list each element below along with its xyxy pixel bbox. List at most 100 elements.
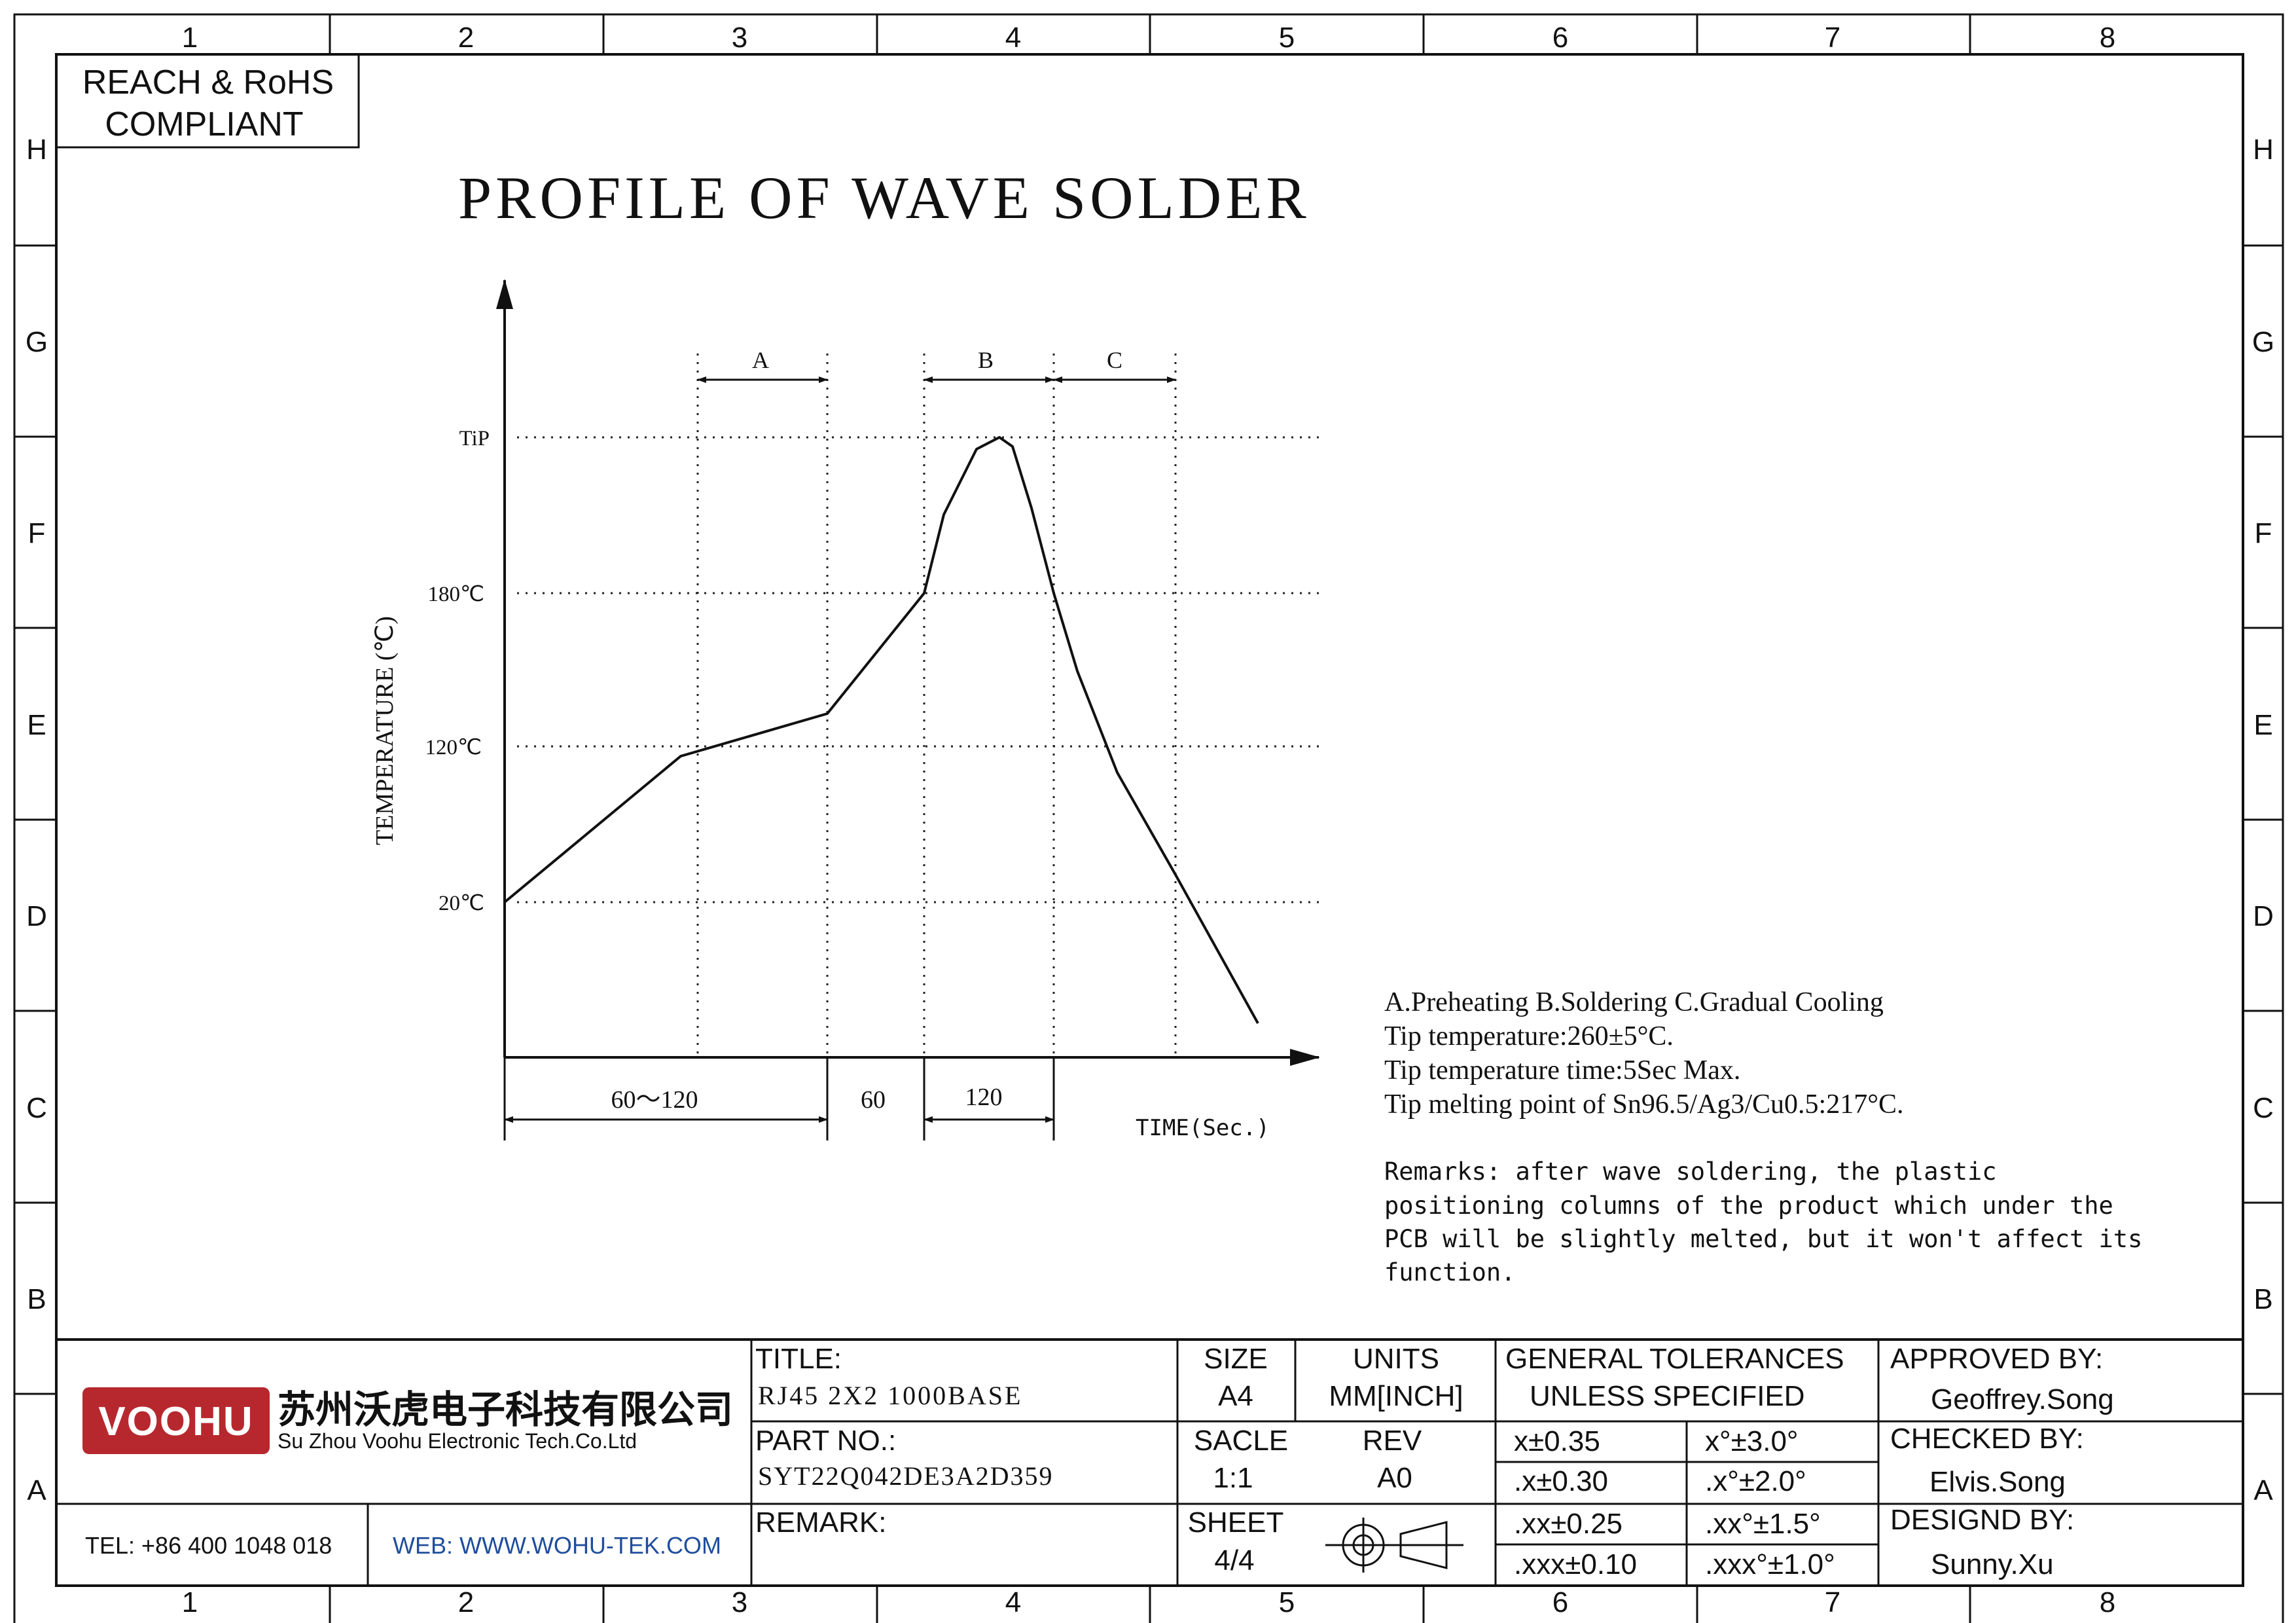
col-label-bottom: 6 (1552, 1586, 1568, 1618)
x-axis-label: TIME(Sec.) (1136, 1115, 1270, 1141)
tolerance-angular: .xxx°±1.0° (1705, 1548, 1835, 1580)
tolerance-angular: .x°±2.0° (1705, 1465, 1806, 1497)
company-name-en: Su Zhou Voohu Electronic Tech.Co.Ltd (278, 1429, 637, 1453)
tolerance-linear: .xx±0.25 (1514, 1508, 1623, 1540)
col-label-bottom: 3 (732, 1586, 747, 1618)
row-label-right: D (2253, 900, 2274, 932)
tel-text: TEL: +86 400 1048 018 (85, 1532, 332, 1559)
remark-line: Remarks: after wave soldering, the plast… (1384, 1158, 1997, 1186)
col-label-top: 1 (182, 22, 198, 54)
company-logo: VOOHU 苏州沃虎电子科技有限公司 Su Zhou Voohu Electro… (82, 1387, 733, 1454)
web-link[interactable]: WEB: WWW.WOHU-TEK.COM (393, 1532, 721, 1559)
row-label-right: E (2253, 709, 2272, 741)
remark-line: positioning columns of the product which… (1384, 1192, 2113, 1220)
row-label-left: H (26, 134, 47, 166)
temp-label-120: 120℃ (425, 736, 482, 759)
column-labels: 1 2 3 4 5 6 7 8 1 2 3 4 5 6 7 8 (182, 22, 2115, 1618)
row-label-left: E (27, 709, 46, 741)
remark-label: REMARK: (755, 1506, 886, 1539)
row-label-left: F (28, 517, 46, 549)
units-value: MM[INCH] (1329, 1380, 1463, 1412)
diagram-title: PROFILE OF WAVE SOLDER (458, 164, 1310, 231)
y-axis-label: TEMPERATURE (℃) (371, 616, 399, 845)
sheet-value: 4/4 (1214, 1544, 1254, 1577)
approved-label: APPROVED BY: (1890, 1343, 2103, 1375)
time-dimensions (503, 1057, 1055, 1140)
row-label-right: C (2253, 1092, 2274, 1124)
rev-label: REV (1363, 1425, 1422, 1457)
col-label-top: 5 (1279, 22, 1295, 54)
row-labels: H G F E D C B A H G F E D C B A (26, 134, 2274, 1506)
row-label-right: G (2252, 326, 2274, 358)
zone-a-label: A (752, 347, 769, 373)
checked-name: Elvis.Song (1929, 1466, 2066, 1498)
row-label-right: B (2253, 1283, 2272, 1315)
note-line: Tip temperature time:5Sec Max. (1384, 1055, 1740, 1085)
tolerance-angular: x°±3.0° (1705, 1425, 1799, 1457)
time-label-ramp: 60 (861, 1086, 886, 1114)
remark-line: function. (1384, 1258, 1515, 1286)
title-label: TITLE: (755, 1343, 842, 1375)
logo-text: VOOHU (98, 1399, 253, 1444)
time-label-preheat: 60～120 (611, 1086, 698, 1114)
row-dividers (14, 244, 2283, 1395)
tolerance-linear: .xxx±0.10 (1514, 1548, 1637, 1580)
border-frame (13, 13, 2284, 1623)
row-label-left: D (26, 900, 47, 932)
reference-grid (517, 354, 1319, 1057)
tolerance-title-2: UNLESS SPECIFIED (1530, 1380, 1805, 1412)
compliance-box: REACH & RoHS COMPLIANT (56, 54, 360, 149)
col-label-top: 7 (1825, 22, 1840, 54)
col-label-bottom: 7 (1825, 1586, 1840, 1618)
col-label-bottom: 4 (1005, 1586, 1021, 1618)
axes (496, 279, 1320, 1066)
col-label-top: 6 (1552, 22, 1568, 54)
logo-badge (82, 1387, 270, 1454)
col-label-top: 3 (732, 22, 747, 54)
row-label-left: B (27, 1283, 46, 1315)
title-block-grid (56, 1338, 2243, 1586)
row-label-left: A (27, 1474, 46, 1506)
col-label-bottom: 5 (1279, 1586, 1295, 1618)
row-label-right: A (2253, 1474, 2273, 1506)
approved-name: Geoffrey.Song (1931, 1383, 2114, 1415)
zone-b-label: B (978, 347, 994, 373)
compliance-line-1: REACH & RoHS (82, 64, 334, 101)
temp-label-tip: TiP (459, 427, 490, 450)
col-label-top: 4 (1005, 22, 1021, 54)
designed-label: DESIGND BY: (1890, 1504, 2074, 1536)
time-label-solder: 120 (965, 1084, 1003, 1111)
sheet-label: SHEET (1188, 1506, 1284, 1539)
remarks-block: Remarks: after wave soldering, the plast… (1384, 1158, 2142, 1286)
tolerance-linear: .x±0.30 (1514, 1465, 1608, 1497)
row-label-right: F (2255, 517, 2272, 549)
part-no-label: PART NO.: (755, 1425, 896, 1457)
col-label-top: 8 (2100, 22, 2115, 54)
solder-profile-curve (503, 436, 1259, 1024)
compliance-line-2: COMPLIANT (105, 105, 303, 143)
row-label-left: G (26, 326, 48, 358)
zone-c-label: C (1107, 347, 1122, 373)
projection-symbol-icon (1325, 1518, 1463, 1573)
tolerance-angular: .xx°±1.5° (1705, 1508, 1821, 1540)
temp-label-20: 20℃ (439, 892, 484, 915)
notes-block: A.Preheating B.Soldering C.Gradual Cooli… (1384, 987, 1904, 1120)
note-line: Tip temperature:260±5°C. (1384, 1021, 1674, 1051)
col-label-bottom: 8 (2100, 1586, 2115, 1618)
rev-value: A0 (1377, 1462, 1412, 1494)
note-line: Tip melting point of Sn96.5/Ag3/Cu0.5:21… (1384, 1089, 1904, 1120)
row-label-left: C (26, 1092, 47, 1124)
scale-value: 1:1 (1213, 1462, 1253, 1494)
col-label-top: 2 (458, 22, 474, 54)
size-label: SIZE (1204, 1343, 1268, 1375)
size-value: A4 (1218, 1380, 1253, 1412)
company-name-cn: 苏州沃虎电子科技有限公司 (278, 1389, 733, 1431)
scale-label: SACLE (1194, 1425, 1288, 1457)
units-label: UNITS (1353, 1343, 1439, 1375)
temp-label-180: 180℃ (427, 583, 484, 606)
col-label-bottom: 1 (182, 1586, 198, 1618)
tolerance-linear: x±0.35 (1514, 1425, 1600, 1457)
row-label-right: H (2253, 134, 2274, 166)
checked-label: CHECKED BY: (1890, 1423, 2084, 1455)
